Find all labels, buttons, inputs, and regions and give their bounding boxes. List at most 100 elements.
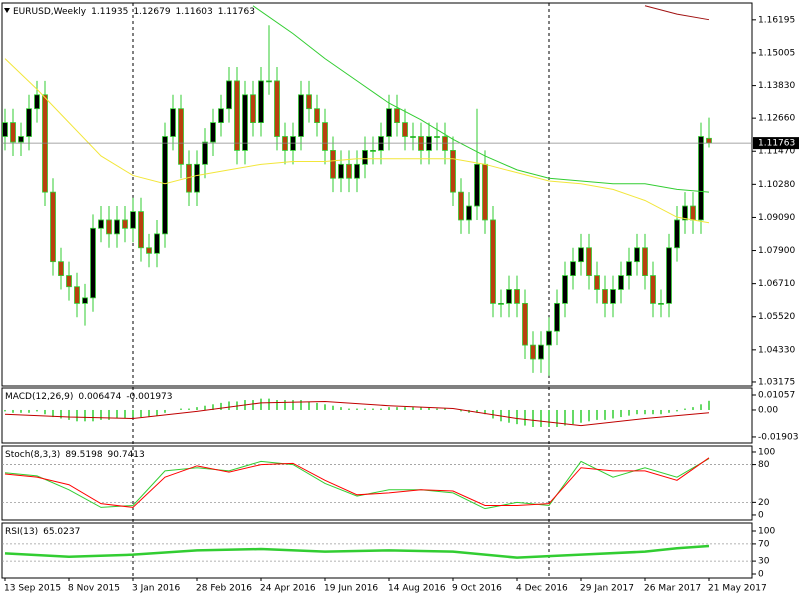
y-tick-label: 1.09090 bbox=[758, 213, 795, 223]
y-tick-label: 0 bbox=[758, 570, 764, 580]
candle-body bbox=[386, 108, 392, 137]
candle-body bbox=[82, 297, 88, 304]
macd-signal bbox=[4, 400, 710, 427]
candle-body bbox=[162, 136, 168, 235]
y-tick-label: 20 bbox=[758, 498, 770, 508]
candle-body bbox=[34, 94, 40, 110]
candle-body bbox=[370, 150, 376, 152]
candle-body bbox=[362, 150, 368, 165]
candle-body bbox=[130, 211, 136, 229]
y-tick-label: 1.03175 bbox=[758, 377, 795, 387]
y-tick-label: 0.01057 bbox=[758, 390, 795, 400]
candle-body bbox=[610, 289, 616, 304]
y-tick-label: 1.12660 bbox=[758, 114, 795, 124]
x-tick-label: 21 May 2017 bbox=[708, 584, 767, 594]
panel-frame bbox=[1, 522, 753, 579]
candle-body bbox=[578, 247, 584, 263]
x-tick-label: 4 Dec 2016 bbox=[516, 584, 568, 594]
candle-body bbox=[698, 136, 704, 221]
candle-body bbox=[498, 302, 504, 305]
oscillator-line bbox=[4, 544, 710, 559]
candle-body bbox=[178, 108, 184, 165]
candle-body bbox=[194, 163, 200, 193]
candle-body bbox=[226, 80, 232, 110]
price-label: 1.11763 bbox=[758, 139, 795, 149]
candle-body bbox=[306, 94, 312, 110]
y-tick-label: 1.15005 bbox=[758, 48, 795, 58]
candle-body bbox=[74, 286, 80, 304]
candle-body bbox=[634, 247, 640, 263]
panel-title: Stoch(8,3,3) 89.5198 90.7413 bbox=[5, 450, 145, 460]
panel-title: MACD(12,26,9) 0.006474 -0.001973 bbox=[5, 392, 173, 402]
y-tick-label: 1.11470 bbox=[758, 147, 795, 157]
candle-body bbox=[170, 108, 176, 137]
y-tick-label: 1.16195 bbox=[758, 15, 795, 25]
y-tick-label: 80 bbox=[758, 460, 770, 470]
y-tick-label: 1.10280 bbox=[758, 180, 795, 190]
y-tick-label: 100 bbox=[758, 447, 775, 457]
panel-frame bbox=[1, 387, 753, 444]
y-tick-label: 1.04330 bbox=[758, 345, 795, 355]
candle-body bbox=[114, 219, 120, 235]
candle-body bbox=[394, 108, 400, 124]
moving-average bbox=[252, 5, 710, 193]
candle-body bbox=[202, 141, 208, 165]
panel-frame bbox=[1, 445, 753, 521]
price-box bbox=[753, 137, 799, 150]
panel-title: RSI(13) 65.0237 bbox=[5, 527, 80, 537]
x-tick-label: 9 Oct 2016 bbox=[452, 584, 502, 594]
panel-title-value: 1.11935 bbox=[91, 7, 128, 17]
y-tick-label: 1.07900 bbox=[758, 246, 795, 256]
candle-body bbox=[10, 122, 16, 143]
panel-title-value: -0.001973 bbox=[126, 392, 172, 402]
candle-body bbox=[602, 289, 608, 304]
candle-body bbox=[562, 275, 568, 304]
candle-body bbox=[402, 122, 408, 137]
candle-body bbox=[18, 136, 24, 143]
candle-body bbox=[594, 275, 600, 290]
candle-body bbox=[490, 219, 496, 304]
candle-body bbox=[90, 227, 96, 299]
x-tick-label: 26 Mar 2017 bbox=[644, 584, 701, 594]
panel-title-value: 1.12679 bbox=[133, 7, 170, 17]
candle-body bbox=[250, 94, 256, 124]
candle-body bbox=[514, 289, 520, 304]
candle-body bbox=[674, 219, 680, 249]
panel-title-value: 89.5198 bbox=[65, 450, 102, 460]
x-tick-label: 8 Nov 2015 bbox=[68, 584, 120, 594]
candle-body bbox=[258, 80, 264, 124]
candle-body bbox=[154, 233, 160, 254]
panel-title-value: 1.11763 bbox=[218, 7, 255, 17]
candle-body bbox=[642, 247, 648, 276]
candle-body bbox=[482, 163, 488, 221]
panel-title-value: 65.0237 bbox=[43, 527, 80, 537]
panel-title-name: Stoch(8,3,3) bbox=[5, 450, 60, 460]
candle-body bbox=[298, 94, 304, 137]
candle-body bbox=[650, 275, 656, 304]
y-tick-label: 1.06710 bbox=[758, 279, 795, 289]
candle-body bbox=[354, 163, 360, 179]
x-tick-label: 13 Sep 2015 bbox=[4, 584, 61, 594]
panel-title: EURUSD,Weekly 1.11935 1.12679 1.11603 1.1176… bbox=[13, 7, 255, 17]
x-tick-label: 3 Jan 2016 bbox=[132, 584, 180, 594]
panel-frame bbox=[1, 2, 753, 387]
candle-body bbox=[266, 80, 272, 83]
y-tick-label: 1.05520 bbox=[758, 312, 795, 322]
candle-body bbox=[690, 205, 696, 221]
x-tick-label: 14 Aug 2016 bbox=[388, 584, 446, 594]
panel-title-value: 1.11603 bbox=[176, 7, 213, 17]
candle-body bbox=[506, 289, 512, 304]
candle-body bbox=[242, 94, 248, 151]
moving-average bbox=[4, 58, 710, 224]
candle-body bbox=[538, 344, 544, 360]
candle-body bbox=[434, 136, 440, 138]
candle-body bbox=[330, 150, 336, 179]
candle-body bbox=[234, 80, 240, 151]
candle-body bbox=[322, 122, 328, 151]
candle-body bbox=[314, 108, 320, 124]
candle-body bbox=[522, 302, 528, 346]
candle-body bbox=[570, 261, 576, 276]
y-tick-label: 0.00 bbox=[758, 405, 778, 415]
x-tick-label: 19 Jun 2016 bbox=[324, 584, 378, 594]
